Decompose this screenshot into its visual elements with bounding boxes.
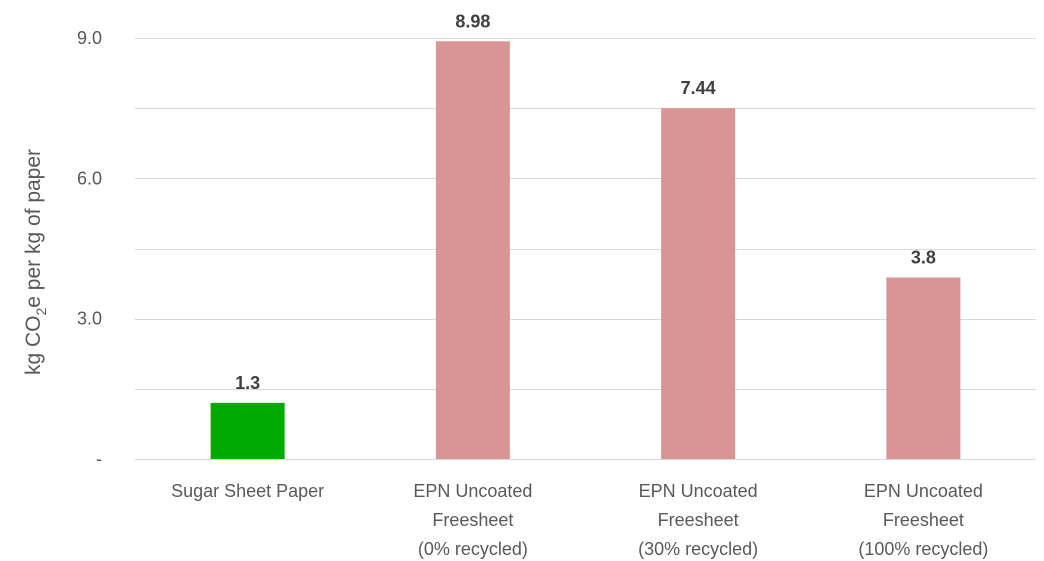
x-category-label-line: (100% recycled) (858, 539, 988, 559)
gridlines (135, 38, 1036, 460)
y-axis-title-part1: kg CO (22, 316, 45, 376)
bar-data-label: 8.98 (455, 11, 490, 31)
x-category-label: Sugar Sheet Paper (171, 481, 324, 501)
y-tick-label: - (96, 449, 102, 469)
y-axis-title: kg CO2e per kg of paper (22, 149, 49, 375)
x-category-label: EPN Uncoated Freesheet (100% recycled) (858, 481, 988, 559)
x-category-label-line: EPN Uncoated (864, 481, 983, 501)
data-labels: 1.3 8.98 7.44 3.8 (235, 11, 936, 393)
x-category-label-line: Sugar Sheet Paper (171, 481, 324, 501)
y-tick-label: 9.0 (77, 28, 102, 48)
x-category-label-line: Freesheet (432, 510, 513, 530)
y-axis-title-subscript: 2 (33, 308, 49, 316)
bar (661, 108, 736, 460)
x-category-label-line: Freesheet (883, 510, 964, 530)
x-category-label-line: (0% recycled) (418, 539, 528, 559)
bar (886, 277, 961, 459)
y-tick-label: 3.0 (77, 309, 102, 329)
x-category-label: EPN Uncoated Freesheet (30% recycled) (638, 481, 758, 559)
bar (435, 41, 510, 459)
x-category-label: EPN Uncoated Freesheet (0% recycled) (413, 481, 532, 559)
bar (210, 402, 285, 459)
y-tick-label: 6.0 (77, 168, 102, 188)
y-axis-title-part2: e per kg of paper (22, 149, 45, 308)
x-category-label-line: Freesheet (658, 510, 739, 530)
x-axis-categories: Sugar Sheet Paper EPN Uncoated Freesheet (0… (171, 481, 988, 559)
bars (210, 41, 961, 460)
bar-data-label: 1.3 (235, 373, 260, 393)
x-category-label-line: EPN Uncoated (413, 481, 532, 501)
y-axis-ticks: - 3.0 6.0 9.0 (77, 28, 102, 469)
x-category-label-line: (30% recycled) (638, 539, 758, 559)
bar-data-label: 7.44 (681, 78, 716, 98)
bar-data-label: 3.8 (911, 248, 936, 268)
x-category-label-line: EPN Uncoated (639, 481, 758, 501)
